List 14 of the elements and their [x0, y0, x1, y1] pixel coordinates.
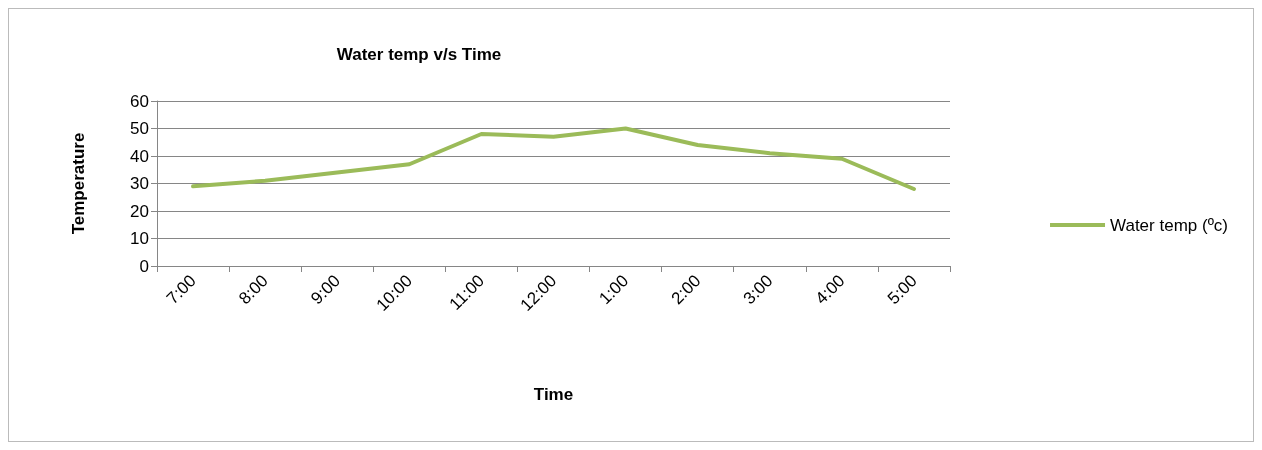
y-tick-label: 40	[130, 146, 149, 166]
x-tick-label: 4:00	[811, 271, 849, 309]
y-tick-label: 30	[130, 174, 149, 193]
y-tick-label: 50	[130, 119, 149, 138]
line-series	[191, 126, 916, 191]
y-tick-label: 20	[130, 201, 149, 221]
x-axis-title: Time	[533, 385, 574, 404]
y-axis-title: Temperature	[69, 132, 88, 235]
y-tick-label: 60	[130, 91, 149, 111]
chart-title: Water temp v/s Time	[336, 45, 502, 64]
legend-label: Water temp (ºc)	[1110, 215, 1229, 235]
y-tick-label: 10	[130, 229, 149, 248]
x-tick-label: 7:00	[162, 271, 200, 309]
y-tick-label: 0	[139, 256, 149, 276]
